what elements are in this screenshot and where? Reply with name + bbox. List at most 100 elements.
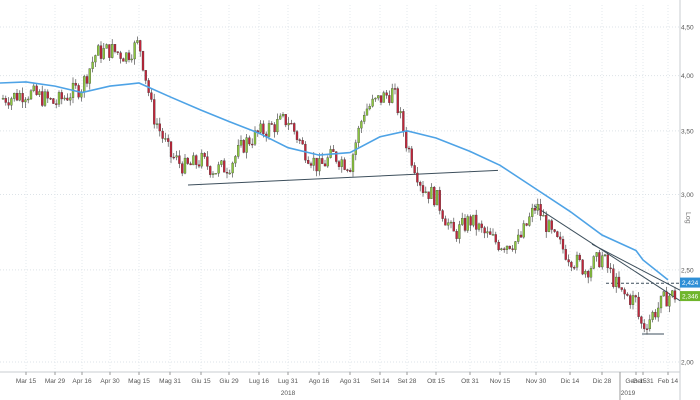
candle-up [472,214,475,226]
candle-up [435,190,439,206]
candle-up [57,92,61,105]
candle-down [483,227,486,234]
candle-down [421,185,425,193]
candle-down [503,248,506,250]
candle-up [584,271,587,275]
year-label-1: 2019 [621,390,636,397]
candle-down [343,159,346,170]
candle-up [486,231,489,234]
candle-down [223,160,226,173]
candle-up [477,223,481,230]
candle-up [595,252,598,257]
candle-down [497,241,500,251]
candle-up [357,127,360,143]
candle-down [248,137,251,145]
candle-down [307,160,310,164]
log-scale-label[interactable]: Log [684,212,691,224]
candle-up [517,234,520,242]
x-tick-label-0: Mar 15 [16,378,37,385]
candle-down [567,259,570,263]
candle-down [598,252,601,268]
candle-up [458,224,461,239]
x-tick-label-20: Gen 15 [625,378,647,385]
candle-up [671,290,674,297]
candle-down [578,254,581,261]
candle-up [662,291,665,297]
candle-down [113,44,117,52]
y-tick-label-5: 2,00 [681,360,694,367]
candle-down [225,172,229,174]
candle-down [178,155,181,164]
candle-up [200,153,203,167]
candle-up [449,221,453,224]
candle-down [393,88,397,90]
candle-down [419,182,422,186]
candle-down [242,140,245,153]
candle-down [539,204,542,217]
candle-up [133,42,136,60]
candle-down [60,92,63,100]
candle-down [452,221,455,232]
candle-down [637,296,640,317]
candle-up [326,157,329,167]
candle-up [27,98,30,101]
x-tick-label-12: Set 14 [371,378,390,385]
x-tick-label-5: Mag 31 [159,378,181,385]
candle-down [410,148,413,166]
x-axis: Mar 15 Mar 29 Apr 16 Apr 30 Mag 15 Mag 31 Giu … [16,372,679,400]
candle-up [164,138,167,140]
candle-down [550,220,553,230]
candle-up [279,115,282,120]
candle-up [657,307,660,318]
price-tag-moving-average [680,277,700,288]
candle-down [301,140,304,145]
candle-down [141,51,145,71]
candle-up [368,106,371,110]
candle-up [136,40,139,43]
candle-down [122,58,125,62]
candle-down [21,93,24,103]
candle-down [553,229,556,232]
candle-down [427,191,430,199]
candle-down [564,249,567,260]
candle-up [220,160,223,165]
candle-down [74,82,77,86]
candle-up [102,48,105,59]
candle-down [85,76,89,84]
candle-up [601,255,604,268]
candle-down [573,267,576,269]
candle-up [340,159,343,167]
candle-down [139,40,142,52]
candle-up [491,234,495,236]
candle-down [475,214,478,230]
candle-up [528,216,531,226]
candle-down [7,102,10,106]
candle-down [150,92,153,100]
x-tick-label-22: Feb 14 [658,378,679,385]
y-axis: 4,50 4,00 3,50 3,00 2,50 2,00 [681,25,694,367]
candle-down [609,267,612,270]
candle-down [643,323,646,329]
candle-down [158,123,161,132]
candle-down [251,143,254,146]
candle-up [10,98,13,106]
descending-trendline-2 [591,243,681,291]
candle-up [603,254,607,257]
candle-up [38,91,41,95]
trendlines [187,169,681,335]
candle-up [13,92,16,99]
candle-down [349,170,352,172]
x-tick-label-13: Set 28 [398,378,417,385]
x-tick-label-10: Ago 16 [309,378,330,385]
candle-up [447,222,450,226]
candle-down [413,165,416,174]
candle-down [55,103,58,105]
candle-down [489,231,492,235]
candle-up [466,216,469,231]
candle-down [46,91,49,99]
moving-average-line [0,81,669,281]
candle-up [183,157,187,174]
candle-down [629,295,632,305]
chart-grid [0,0,681,400]
